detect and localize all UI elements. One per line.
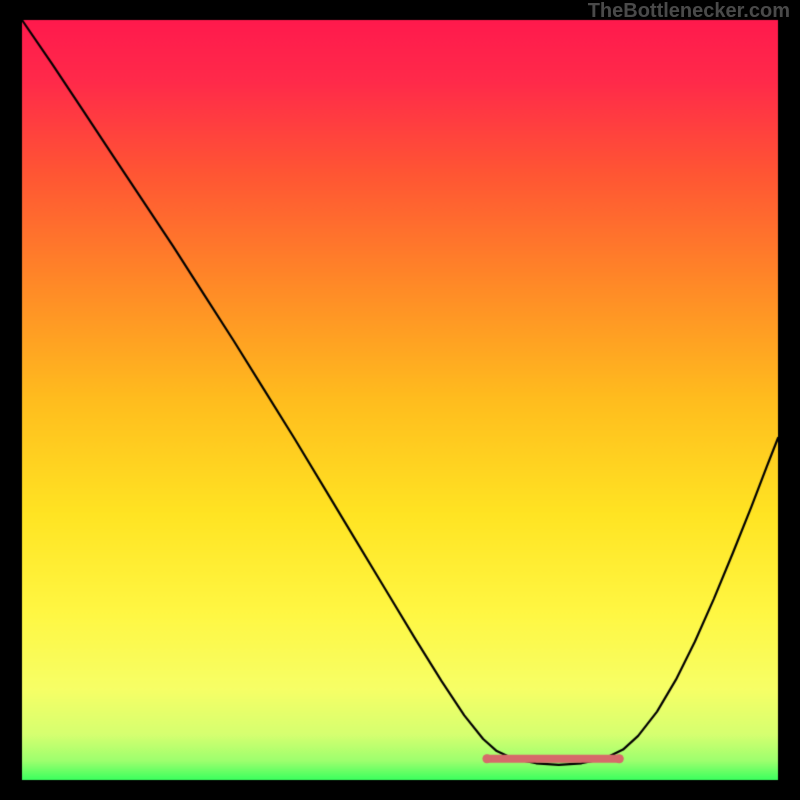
chart-stage: TheBottlenecker.com xyxy=(0,0,800,800)
gradient-line-chart xyxy=(0,0,800,800)
